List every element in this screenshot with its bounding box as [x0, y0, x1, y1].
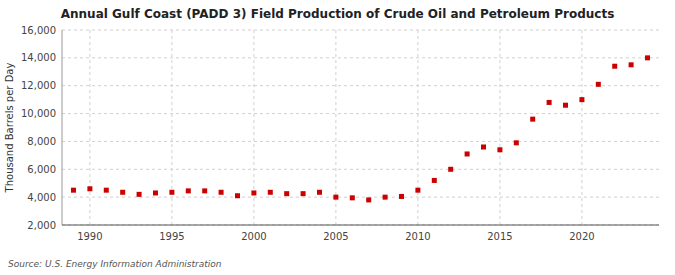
point	[153, 190, 158, 195]
point	[366, 197, 371, 202]
point	[301, 191, 306, 196]
annotation: Source: U.S. Energy Information Administ…	[8, 259, 222, 269]
point	[432, 178, 437, 183]
x-tick-label: 2020	[569, 231, 594, 242]
x-tick-label: 2005	[323, 231, 348, 242]
point	[202, 188, 207, 193]
point	[596, 82, 601, 87]
y-grid-line	[62, 85, 659, 86]
point	[317, 190, 322, 195]
y-grid-line	[62, 169, 659, 170]
point	[284, 191, 289, 196]
y-tick-label: 14,000	[21, 52, 56, 63]
x-tick-label: 2015	[487, 231, 512, 242]
y-grid-line	[62, 57, 659, 58]
point	[235, 193, 240, 198]
point	[350, 195, 355, 200]
point	[383, 195, 388, 200]
chart: 2,000 4,000 6,000 8,000 10,000 12,000 14,000 16…	[0, 0, 675, 275]
point	[104, 188, 109, 193]
point	[71, 188, 76, 193]
point	[186, 188, 191, 193]
point	[497, 147, 502, 152]
point	[579, 97, 584, 102]
axes: 2,000 4,000 6,000 8,000 10,000 12,000 14,000 16…	[21, 25, 659, 243]
point	[645, 55, 650, 60]
y-tick-label: 12,000	[21, 80, 56, 91]
point	[268, 190, 273, 195]
title: Annual Gulf Coast (PADD 3) Field Product…	[61, 7, 615, 21]
point	[465, 151, 470, 156]
point	[120, 190, 125, 195]
x-grid-line	[417, 30, 418, 225]
x-grid-line	[581, 30, 582, 225]
point	[87, 186, 92, 191]
x-tick-label: 2010	[405, 231, 430, 242]
point	[137, 192, 142, 197]
points	[71, 55, 650, 202]
point	[612, 64, 617, 69]
point	[481, 145, 486, 150]
y-tick-label: 2,000	[27, 220, 56, 231]
point	[219, 190, 224, 195]
point	[530, 117, 535, 122]
y-grid-line	[62, 225, 659, 226]
y-axis-line	[62, 30, 63, 225]
grid	[62, 30, 659, 225]
point	[563, 103, 568, 108]
y-tick-label: 6,000	[27, 164, 56, 175]
x-tick-label: 1995	[159, 231, 184, 242]
y-axis-label: Thousand Barrels per Day	[4, 63, 15, 194]
y-tick-label: 8,000	[27, 136, 56, 147]
y-tick-label: 10,000	[21, 108, 56, 119]
x-axis-line	[62, 225, 659, 226]
x-grid-line	[253, 30, 254, 225]
point	[415, 188, 420, 193]
point	[547, 100, 552, 105]
point	[251, 190, 256, 195]
y-grid-line	[62, 30, 659, 31]
point	[399, 194, 404, 199]
y-grid-line	[62, 113, 659, 114]
y-grid-line	[62, 141, 659, 142]
point	[169, 190, 174, 195]
x-grid-line	[89, 30, 90, 225]
point	[514, 140, 519, 145]
y-grid-line	[62, 197, 659, 198]
point	[448, 167, 453, 172]
point	[629, 62, 634, 67]
x-grid-line	[499, 30, 500, 225]
point	[333, 195, 338, 200]
y-tick-label: 16,000	[21, 25, 56, 36]
x-tick-label: 1990	[77, 231, 102, 242]
y-tick-label: 4,000	[27, 192, 56, 203]
x-grid-line	[171, 30, 172, 225]
x-tick-label: 2000	[241, 231, 266, 242]
